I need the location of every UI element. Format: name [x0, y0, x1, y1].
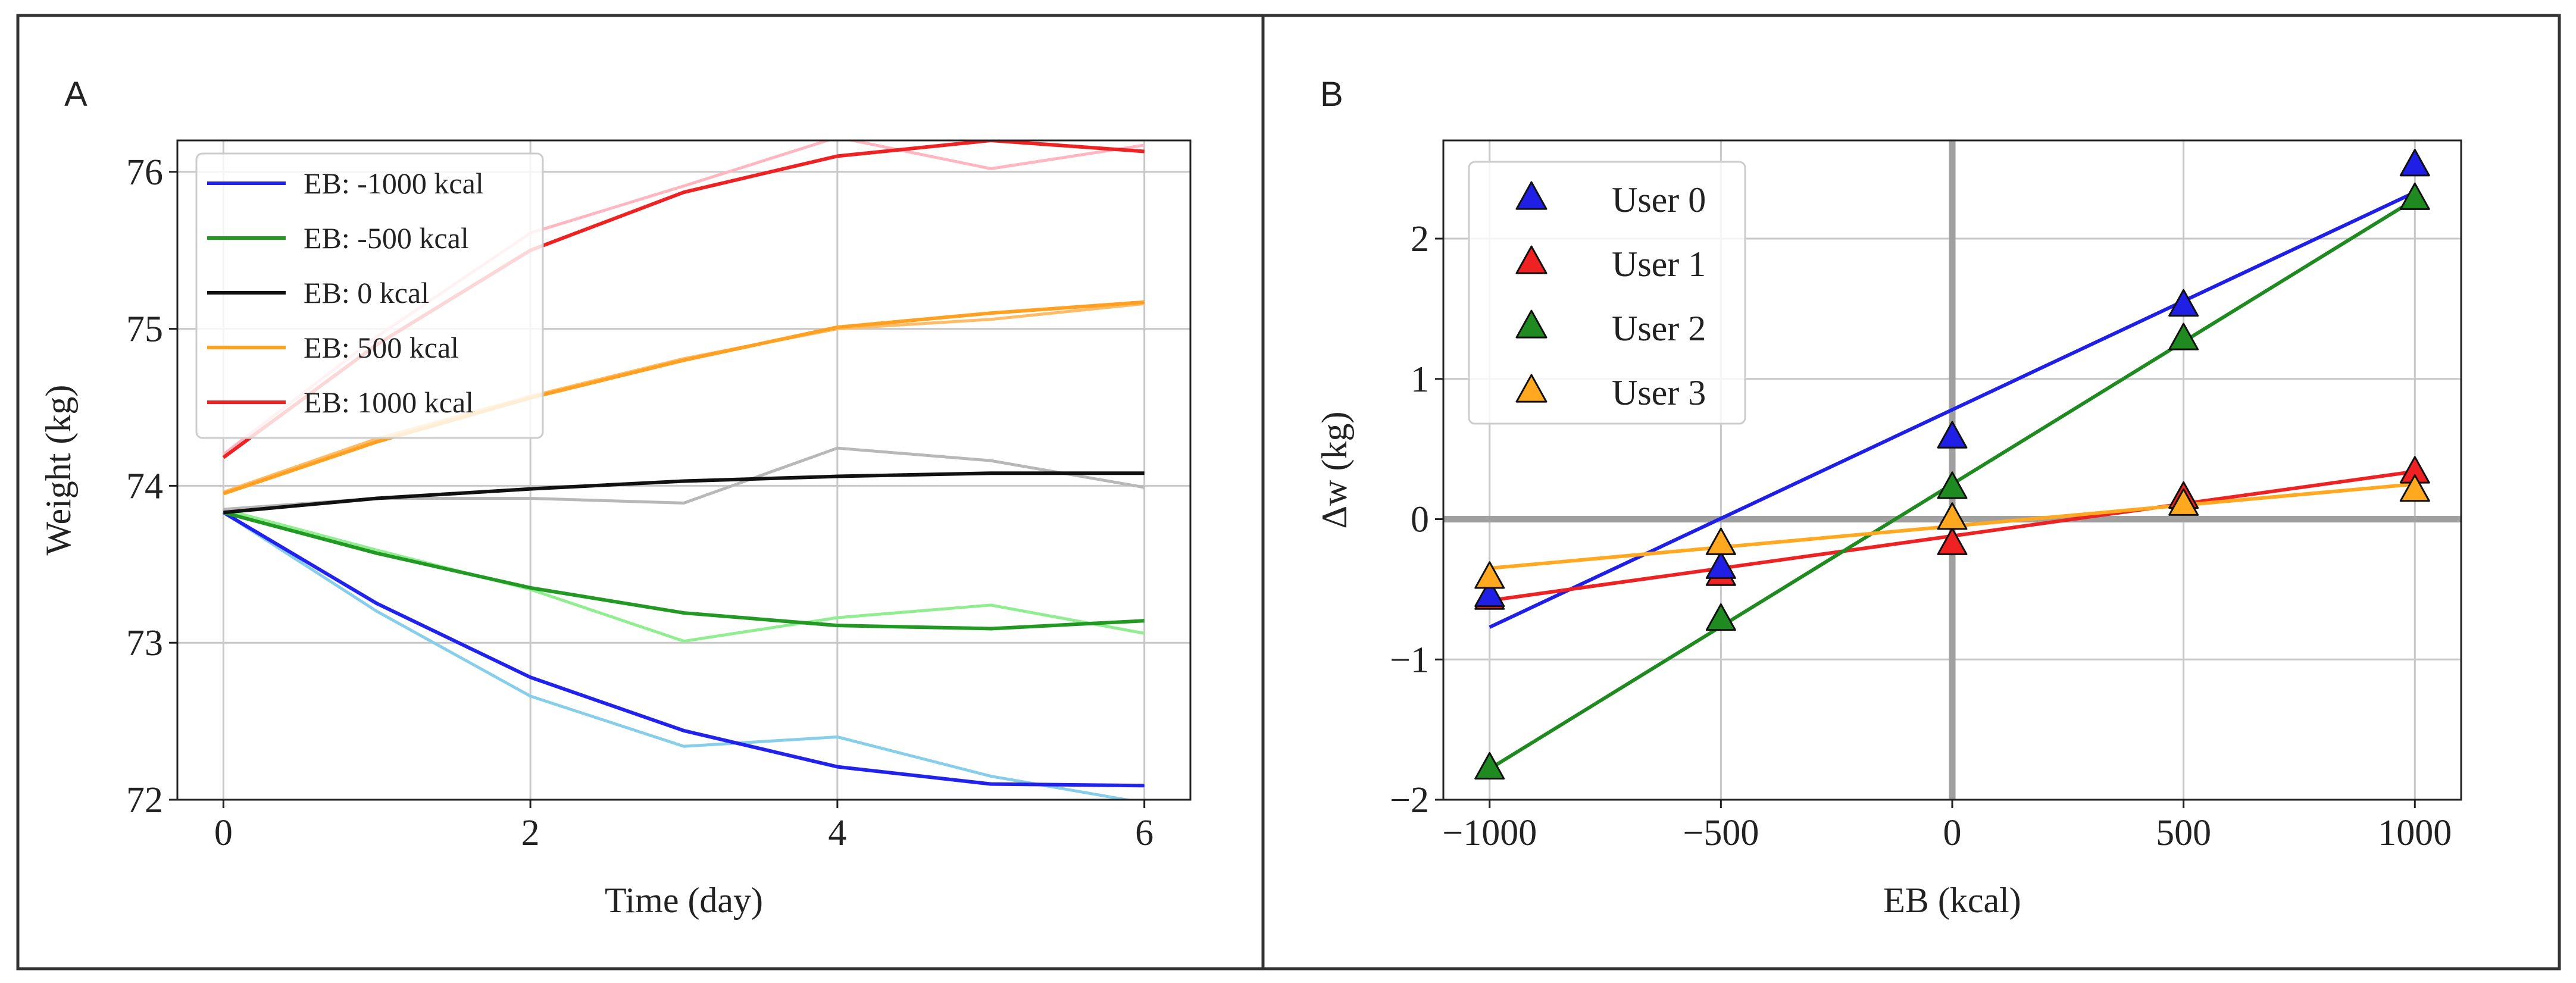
tick-label-y: 2 [1411, 219, 1429, 259]
legend-label: EB: 0 kcal [304, 276, 429, 309]
panel-a-xlabel: Time (day) [605, 881, 763, 920]
data-point-marker [2168, 488, 2199, 516]
panel-b-legend: User 0 User 1 User 2 User 3 [1468, 161, 1746, 425]
legend-marker [1515, 374, 1548, 403]
data-point-marker [2168, 323, 2199, 350]
tick-label-x: 4 [828, 813, 846, 853]
tick-label-x: 1000 [2378, 813, 2452, 853]
data-point-marker [1937, 421, 1968, 449]
legend-label: EB: 1000 kcal [304, 386, 474, 419]
panel-a-ticks: 0 2 4 6 72 73 74 75 76 [126, 152, 1153, 853]
legend-box [195, 152, 544, 439]
legend-box [1468, 161, 1746, 425]
tick-label-y: −1 [1390, 640, 1429, 680]
legend-marker [1515, 309, 1548, 339]
data-point-marker [1474, 752, 1505, 780]
data-point-marker [1705, 551, 1736, 579]
series-line [223, 471, 1145, 515]
panel-a-ylabel: Weight (kg) [39, 385, 78, 556]
panel-b-label: B [1320, 75, 1343, 114]
panel-b: B −1000 −500 0 500 1000 −2 −1 0 1 2 EB (kcal) Δw … [1315, 75, 2462, 920]
tick-label-y: 0 [1411, 500, 1429, 540]
data-point-marker [1474, 561, 1505, 589]
tick-label-x: −1000 [1442, 813, 1537, 853]
panel-b-xlabel: EB (kcal) [1883, 881, 2021, 920]
legend-label: EB: -1000 kcal [304, 167, 484, 200]
tick-label-x: 0 [214, 813, 233, 853]
observed-series-line [223, 508, 1145, 643]
data-point-marker [1705, 527, 1736, 555]
data-point-marker [1937, 502, 1968, 530]
data-point-marker [1937, 471, 1968, 499]
figure-frame [16, 14, 2561, 971]
panel-b-ylabel: Δw (kg) [1315, 412, 1354, 529]
data-point-marker [2399, 182, 2430, 210]
panel-a-legend: EB: -1000 kcal EB: -500 kcal EB: 0 kcal EB:… [195, 152, 544, 439]
data-point-marker [1474, 579, 1505, 608]
tick-label-x: 2 [521, 813, 540, 853]
data-point-marker [2399, 474, 2430, 502]
legend-marker [1515, 245, 1548, 274]
data-point-marker [2399, 149, 2430, 177]
legend-label: User 0 [1612, 180, 1706, 220]
series-line [222, 511, 1145, 788]
observed-series-line [223, 511, 1135, 800]
series-line [223, 300, 1145, 496]
legend-label: EB: 500 kcal [304, 331, 459, 364]
series-line [223, 511, 1145, 631]
data-point-marker [1937, 527, 1968, 555]
tick-label-y: 72 [126, 780, 163, 821]
panel-a-label: A [64, 75, 87, 114]
tick-label-y: 1 [1411, 359, 1429, 400]
tick-label-y: −2 [1390, 780, 1429, 821]
legend-marker [1515, 181, 1548, 210]
data-point-marker [1705, 603, 1736, 631]
panel-b-markers [1474, 149, 2430, 780]
tick-label-y: 73 [126, 623, 163, 663]
tick-label-x: −500 [1683, 813, 1759, 853]
tick-label-x: 0 [1943, 813, 1962, 853]
tick-label-x: 500 [2156, 813, 2211, 853]
legend-label: User 3 [1612, 373, 1706, 412]
legend-label: EB: -500 kcal [304, 221, 469, 255]
legend-label: User 2 [1612, 309, 1706, 348]
tick-label-y: 74 [126, 466, 163, 506]
tick-label-y: 76 [126, 152, 163, 193]
data-point-marker [2168, 289, 2199, 317]
tick-label-x: 6 [1135, 813, 1153, 853]
legend-label: User 1 [1612, 245, 1706, 284]
tick-label-y: 75 [126, 309, 163, 350]
panel-a-plot-frame [176, 139, 1192, 801]
panel-b-ticks: −1000 −500 0 500 1000 −2 −1 0 1 2 [1390, 219, 2452, 853]
